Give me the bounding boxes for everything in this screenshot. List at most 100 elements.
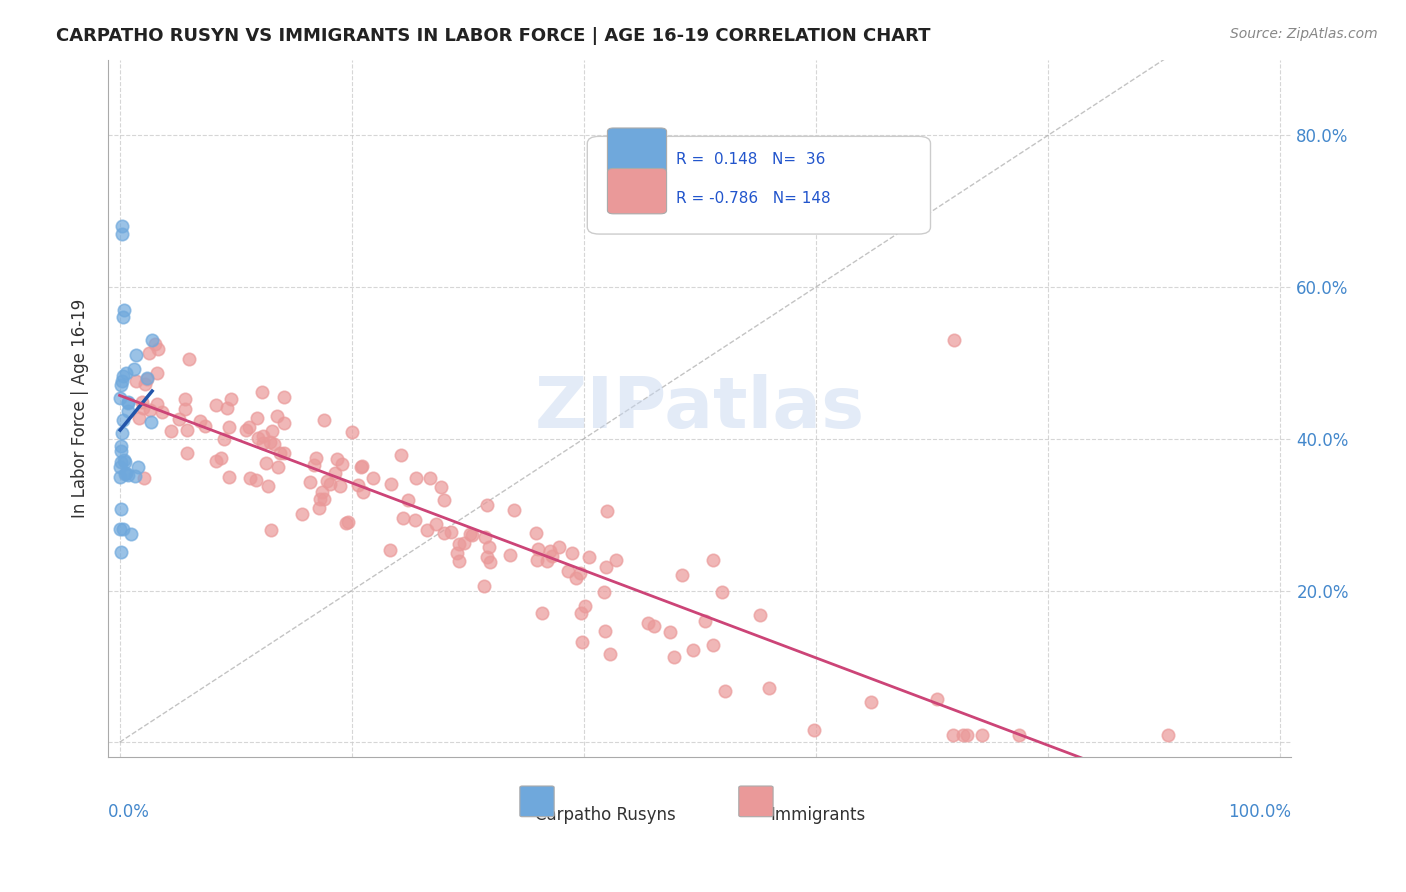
Point (541, 549, 564, 564)
Point (254, 456, 277, 470)
Text: ZIPatlas: ZIPatlas (534, 374, 865, 443)
Point (115, 366, 138, 380)
Point (136, 370, 159, 384)
Point (530, 606, 553, 620)
Point (475, 498, 498, 512)
Point (643, 619, 665, 633)
Point (145, 397, 167, 411)
Point (260, 424, 283, 438)
Point (593, 624, 616, 639)
FancyBboxPatch shape (738, 786, 773, 817)
Point (475, 549, 498, 564)
Point (350, 458, 373, 473)
Point (273, 446, 295, 460)
FancyBboxPatch shape (607, 128, 666, 173)
Point (267, 459, 290, 474)
Point (136, 371, 159, 385)
Point (347, 478, 370, 492)
Point (209, 451, 232, 466)
Point (1008, 728, 1031, 742)
Text: R =  0.148   N=  36: R = 0.148 N= 36 (676, 152, 825, 167)
Point (131, 395, 153, 409)
Point (305, 450, 328, 465)
Point (160, 424, 183, 438)
Point (433, 525, 456, 540)
Point (263, 437, 285, 451)
Point (176, 423, 198, 437)
Point (125, 348, 148, 362)
Point (139, 415, 162, 429)
Point (380, 543, 402, 558)
Point (111, 219, 134, 234)
Point (235, 423, 257, 437)
Point (425, 516, 447, 531)
Text: 0.0%: 0.0% (108, 803, 150, 821)
Point (273, 391, 295, 405)
Point (298, 475, 321, 489)
Point (217, 401, 239, 415)
Point (269, 446, 291, 460)
Point (111, 522, 134, 536)
Point (637, 616, 659, 631)
Point (125, 375, 148, 389)
Point (449, 537, 471, 551)
Point (429, 480, 451, 494)
Point (693, 614, 716, 628)
Point (664, 650, 686, 665)
Point (110, 439, 132, 453)
Point (659, 624, 682, 639)
Point (336, 515, 359, 529)
Point (115, 466, 138, 480)
Point (110, 502, 132, 516)
Point (970, 728, 993, 742)
Point (453, 536, 475, 550)
FancyBboxPatch shape (607, 169, 666, 214)
Point (266, 409, 288, 424)
Point (238, 420, 260, 434)
Point (352, 484, 374, 499)
Point (110, 455, 132, 469)
Point (219, 392, 242, 406)
Point (110, 470, 132, 484)
Point (111, 425, 134, 440)
Point (174, 392, 197, 406)
Point (405, 471, 427, 485)
Point (117, 396, 139, 410)
Point (713, 683, 735, 698)
Point (312, 492, 335, 507)
Point (291, 507, 314, 521)
Point (440, 525, 463, 540)
Point (252, 435, 274, 450)
Point (143, 336, 166, 351)
Point (391, 511, 413, 525)
Point (574, 599, 596, 614)
Point (340, 425, 363, 440)
Point (117, 468, 139, 483)
Point (361, 471, 384, 485)
Point (179, 351, 201, 366)
Point (112, 310, 135, 325)
Point (956, 728, 979, 742)
Point (246, 411, 269, 425)
Point (335, 516, 357, 530)
Text: R = -0.786   N= 148: R = -0.786 N= 148 (676, 191, 831, 206)
Point (416, 523, 439, 537)
Point (565, 571, 588, 585)
Point (110, 545, 132, 559)
Point (478, 555, 501, 569)
Point (134, 471, 156, 485)
Point (859, 695, 882, 709)
FancyBboxPatch shape (588, 136, 931, 234)
Point (461, 527, 484, 541)
Point (257, 478, 280, 492)
Text: Carpatho Rusyns: Carpatho Rusyns (534, 806, 675, 824)
Point (702, 638, 724, 652)
Point (112, 302, 135, 317)
Point (218, 420, 240, 434)
Point (536, 554, 558, 568)
Point (218, 470, 240, 484)
Point (748, 608, 770, 623)
Point (326, 451, 349, 466)
Point (152, 405, 174, 419)
Point (111, 374, 134, 388)
